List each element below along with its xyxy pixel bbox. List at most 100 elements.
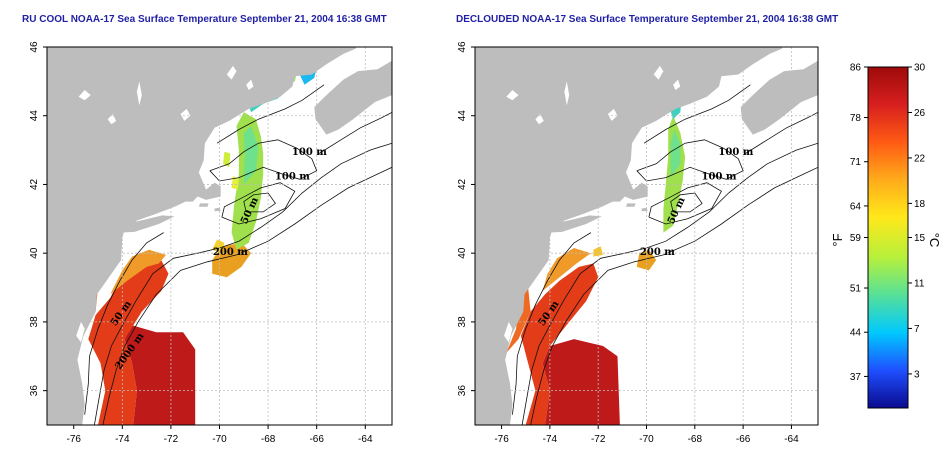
axis-ticks: -76 -74 -72 -70 -68 -66 -64 36 38 40 42 44 46 <box>457 41 799 445</box>
x-tick-label: -76 <box>494 434 509 445</box>
lake <box>506 90 519 101</box>
y-tick-label: 36 <box>29 385 40 397</box>
celsius-tick-label: 30 <box>914 63 926 74</box>
contour-label: 200 m <box>640 247 675 258</box>
celsius-unit-label: °C <box>927 233 942 248</box>
y-tick-label: 40 <box>457 247 468 259</box>
fahrenheit-unit-label: °F <box>830 233 845 246</box>
x-tick-label: -76 <box>66 434 81 445</box>
y-tick-label: 38 <box>29 316 40 328</box>
y-tick-label: 42 <box>29 178 40 190</box>
depth-contour <box>521 142 818 425</box>
x-tick-label: -74 <box>543 434 558 445</box>
colorbar-ramp <box>867 66 909 409</box>
depth-contour <box>636 139 744 182</box>
lake <box>673 79 681 90</box>
sst-patch <box>542 248 591 291</box>
x-tick-label: -68 <box>261 434 276 445</box>
fahrenheit-tick-label: 64 <box>850 201 862 212</box>
land-area <box>198 203 209 207</box>
land-area <box>475 47 783 425</box>
y-tick-label: 40 <box>29 247 40 259</box>
lake <box>136 81 142 106</box>
contour-label: 100 m <box>718 147 753 158</box>
y-tick-label: 42 <box>457 178 468 190</box>
map-layers <box>47 47 392 425</box>
y-tick-label: 36 <box>457 385 468 397</box>
lake <box>107 114 117 125</box>
lake <box>535 114 544 125</box>
map-panel-left: RU COOL NOAA-17 Sea Surface Temperature … <box>22 14 393 445</box>
sst-patch <box>223 151 231 168</box>
celsius-tick-label: 7 <box>914 324 920 335</box>
lake <box>226 65 237 80</box>
celsius-tick-label: 15 <box>914 233 926 244</box>
fahrenheit-tick-label: 78 <box>850 113 862 124</box>
contour-label: 100 m <box>275 171 310 182</box>
depth-contour <box>216 84 325 144</box>
lake <box>504 321 513 343</box>
y-tick-label: 46 <box>457 41 468 53</box>
lake <box>76 321 85 343</box>
depth-contour <box>643 84 751 144</box>
celsius-tick-label: 3 <box>914 369 920 380</box>
sst-patch <box>231 175 239 190</box>
contour-label: 100 m <box>292 147 327 158</box>
x-tick-label: -66 <box>736 434 751 445</box>
chart-title: RU COOL NOAA-17 Sea Surface Temperature … <box>22 14 387 25</box>
depth-contour <box>318 111 392 154</box>
lake <box>564 81 570 106</box>
lake <box>78 90 91 101</box>
x-tick-label: -70 <box>212 434 227 445</box>
depth-contour <box>530 166 818 425</box>
y-tick-label: 44 <box>29 110 40 122</box>
map-panel-right: DECLOUDED NOAA-17 Sea Surface Temperatur… <box>456 14 838 445</box>
fahrenheit-tick-label: 86 <box>850 63 862 74</box>
x-tick-label: -70 <box>639 434 654 445</box>
fahrenheit-tick-label: 37 <box>850 372 862 383</box>
chart-title: DECLOUDED NOAA-17 Sea Surface Temperatur… <box>456 14 838 25</box>
celsius-tick-label: 11 <box>914 278 925 289</box>
sst-patch <box>212 239 225 254</box>
x-tick-label: -72 <box>164 434 179 445</box>
map-layers <box>475 47 818 425</box>
depth-contour <box>209 139 318 182</box>
land-area <box>626 203 636 207</box>
fahrenheit-tick-label: 44 <box>850 328 862 339</box>
x-tick-label: -64 <box>358 434 373 445</box>
contour-label: 100 m <box>702 171 737 182</box>
depth-contour <box>648 182 722 225</box>
fahrenheit-tick-label: 51 <box>850 284 862 295</box>
lake <box>246 79 254 90</box>
sst-patch <box>542 339 620 425</box>
x-tick-label: -66 <box>309 434 324 445</box>
celsius-tick-label: 18 <box>914 199 926 210</box>
lake <box>180 108 191 121</box>
x-tick-label: -72 <box>591 434 606 445</box>
fahrenheit-tick-label: 59 <box>850 233 862 244</box>
colorbar: 86 78 71 64 59 51 44 37 30 26 22 18 15 11 7 3 °F °C <box>830 63 942 409</box>
y-tick-label: 46 <box>29 41 40 53</box>
x-tick-label: -68 <box>688 434 703 445</box>
depth-contour <box>84 232 164 415</box>
depth-contour <box>670 192 703 213</box>
depth-contour <box>94 142 392 425</box>
y-tick-label: 38 <box>457 316 468 328</box>
celsius-tick-label: 26 <box>914 108 926 119</box>
sst-patch <box>110 249 166 295</box>
axis-ticks: -76 -74 -72 -70 -68 -66 -64 36 38 40 42 44 46 <box>29 41 373 445</box>
contour-label: 200 m <box>213 247 248 258</box>
sst-patch <box>88 260 169 425</box>
land-area <box>47 47 357 425</box>
y-tick-label: 44 <box>457 110 468 122</box>
fahrenheit-ticks: 86 78 71 64 59 51 44 37 <box>850 63 868 383</box>
celsius-ticks: 30 26 22 18 15 11 7 3 <box>908 63 926 380</box>
land-area <box>314 60 392 135</box>
x-tick-label: -64 <box>784 434 799 445</box>
depth-contour <box>243 192 276 213</box>
fahrenheit-tick-label: 71 <box>850 157 862 168</box>
depth-contour <box>512 232 592 415</box>
land-area <box>121 215 175 233</box>
lake <box>653 65 664 80</box>
